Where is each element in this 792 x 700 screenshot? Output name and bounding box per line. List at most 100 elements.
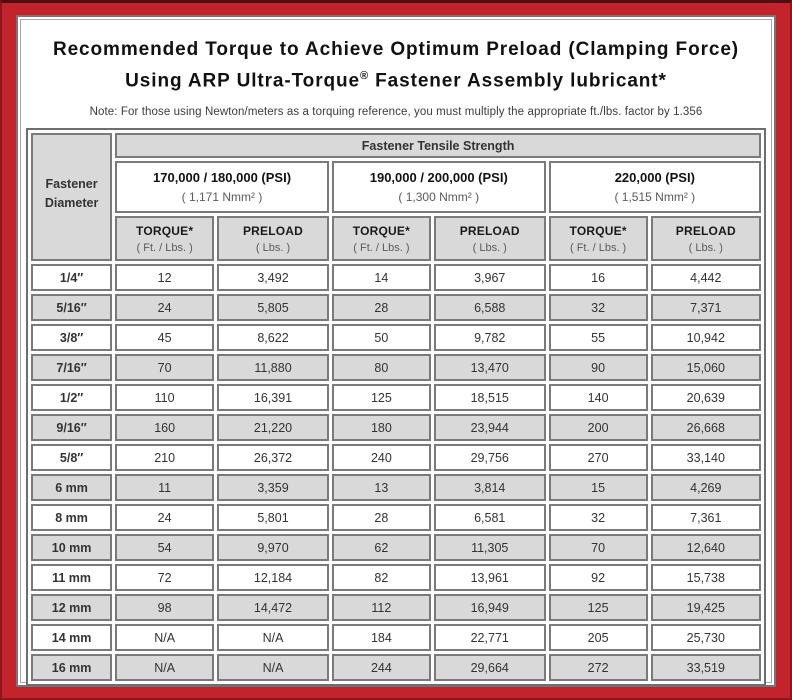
- corner-line2: Diameter: [44, 196, 99, 211]
- value-cell: 110: [115, 384, 215, 412]
- torque-column-header-2: TORQUE* ( Ft. / Lbs. ): [331, 216, 431, 262]
- table-row: 16 mm N/A N/A 244 29,664 272 33,519: [31, 654, 761, 682]
- value-cell: N/A: [115, 654, 215, 682]
- value-cell: 272: [548, 654, 648, 682]
- value-cell: 24: [115, 294, 215, 322]
- value-cell: 7,371: [650, 294, 761, 322]
- value-cell: 28: [331, 294, 431, 322]
- psi-group-3-nmm: ( 1,515 Nmm² ): [614, 190, 696, 205]
- value-cell: 16,391: [217, 384, 329, 412]
- table-row: 1/4″ 12 3,492 14 3,967 16 4,442: [31, 264, 761, 292]
- column-header-row: TORQUE* ( Ft. / Lbs. ) PRELOAD ( Lbs. ) …: [31, 216, 761, 262]
- value-cell: 54: [115, 534, 215, 562]
- value-cell: 72: [115, 564, 215, 592]
- value-cell: 26,372: [217, 444, 329, 472]
- table-row: 14 mm N/A N/A 184 22,771 205 25,730: [31, 624, 761, 652]
- diameter-cell: 12 mm: [31, 594, 113, 622]
- value-cell: 92: [548, 564, 648, 592]
- torque-units: ( Ft. / Lbs. ): [569, 241, 627, 254]
- psi-group-3-header: 220,000 (PSI) ( 1,515 Nmm² ): [548, 161, 761, 214]
- corner-header-fastener-diameter: Fastener Diameter: [31, 133, 113, 262]
- value-cell: 3,814: [433, 474, 546, 502]
- value-cell: 205: [548, 624, 648, 652]
- preload-units: ( Lbs. ): [472, 241, 507, 254]
- diameter-cell: 7/16″: [31, 354, 113, 382]
- page-title: Recommended Torque to Achieve Optimum Pr…: [22, 21, 770, 94]
- table-row: 9/16″ 160 21,220 180 23,944 200 26,668: [31, 414, 761, 442]
- value-cell: 125: [548, 594, 648, 622]
- psi-header-row: 170,000 / 180,000 (PSI) ( 1,171 Nmm² ) 1…: [31, 161, 761, 214]
- value-cell: 6,588: [433, 294, 546, 322]
- value-cell: 4,442: [650, 264, 761, 292]
- value-cell: 33,519: [650, 654, 761, 682]
- value-cell: 21,220: [217, 414, 329, 442]
- preload-label: PRELOAD: [459, 223, 520, 238]
- torque-column-header-3: TORQUE* ( Ft. / Lbs. ): [548, 216, 648, 262]
- value-cell: 70: [548, 534, 648, 562]
- diameter-cell: 11 mm: [31, 564, 113, 592]
- value-cell: 98: [115, 594, 215, 622]
- corner-line1: Fastener: [45, 177, 98, 192]
- value-cell: 90: [548, 354, 648, 382]
- value-cell: 26,668: [650, 414, 761, 442]
- title-line2: Using ARP Ultra-Torque® Fastener Assembl…: [22, 63, 770, 94]
- value-cell: 32: [548, 504, 648, 532]
- value-cell: 12,640: [650, 534, 761, 562]
- table-row: 7/16″ 70 11,880 80 13,470 90 15,060: [31, 354, 761, 382]
- value-cell: 13,961: [433, 564, 546, 592]
- value-cell: 11,305: [433, 534, 546, 562]
- table-row: 8 mm 24 5,801 28 6,581 32 7,361: [31, 504, 761, 532]
- value-cell: N/A: [217, 654, 329, 682]
- value-cell: 16,949: [433, 594, 546, 622]
- table-row: 11 mm 72 12,184 82 13,961 92 15,738: [31, 564, 761, 592]
- value-cell: 45: [115, 324, 215, 352]
- value-cell: 15: [548, 474, 648, 502]
- value-cell: 5,805: [217, 294, 329, 322]
- value-cell: 18,515: [433, 384, 546, 412]
- value-cell: 12: [115, 264, 215, 292]
- preload-column-header-3: PRELOAD ( Lbs. ): [650, 216, 761, 262]
- value-cell: 3,967: [433, 264, 546, 292]
- note-text: Note: For those using Newton/meters as a…: [89, 106, 703, 119]
- value-cell: 10,942: [650, 324, 761, 352]
- value-cell: 23,944: [433, 414, 546, 442]
- value-cell: 16: [548, 264, 648, 292]
- value-cell: 28: [331, 504, 431, 532]
- diameter-cell: 3/8″: [31, 324, 113, 352]
- preload-label: PRELOAD: [242, 223, 304, 238]
- preload-units: ( Lbs. ): [255, 241, 291, 254]
- value-cell: 9,970: [217, 534, 329, 562]
- psi-group-3-label: 220,000 (PSI): [614, 170, 695, 186]
- value-cell: N/A: [217, 624, 329, 652]
- diameter-cell: 5/8″: [31, 444, 113, 472]
- tensile-strength-header: Fastener Tensile Strength: [115, 133, 761, 159]
- preload-column-header-1: PRELOAD ( Lbs. ): [217, 216, 329, 262]
- torque-units: ( Ft. / Lbs. ): [353, 241, 410, 254]
- diameter-cell: 5/16″: [31, 294, 113, 322]
- value-cell: 125: [331, 384, 431, 412]
- value-cell: N/A: [115, 624, 215, 652]
- value-cell: 13,470: [433, 354, 546, 382]
- value-cell: 14: [331, 264, 431, 292]
- value-cell: 20,639: [650, 384, 761, 412]
- value-cell: 32: [548, 294, 648, 322]
- torque-label: TORQUE*: [569, 223, 627, 238]
- value-cell: 15,060: [650, 354, 761, 382]
- value-cell: 50: [331, 324, 431, 352]
- value-cell: 25,730: [650, 624, 761, 652]
- value-cell: 70: [115, 354, 215, 382]
- value-cell: 8,622: [217, 324, 329, 352]
- psi-group-2-header: 190,000 / 200,000 (PSI) ( 1,300 Nmm² ): [331, 161, 546, 214]
- diameter-cell: 6 mm: [31, 474, 113, 502]
- value-cell: 13: [331, 474, 431, 502]
- value-cell: 22,771: [433, 624, 546, 652]
- diameter-cell: 1/2″: [31, 384, 113, 412]
- psi-group-1-header: 170,000 / 180,000 (PSI) ( 1,171 Nmm² ): [115, 161, 329, 214]
- preload-units: ( Lbs. ): [688, 241, 723, 254]
- table-row: 12 mm 98 14,472 112 16,949 125 19,425: [31, 594, 761, 622]
- table-row: 10 mm 54 9,970 62 11,305 70 12,640: [31, 534, 761, 562]
- value-cell: 184: [331, 624, 431, 652]
- table-row: 5/16″ 24 5,805 28 6,588 32 7,371: [31, 294, 761, 322]
- value-cell: 24: [115, 504, 215, 532]
- preload-label: PRELOAD: [675, 223, 736, 238]
